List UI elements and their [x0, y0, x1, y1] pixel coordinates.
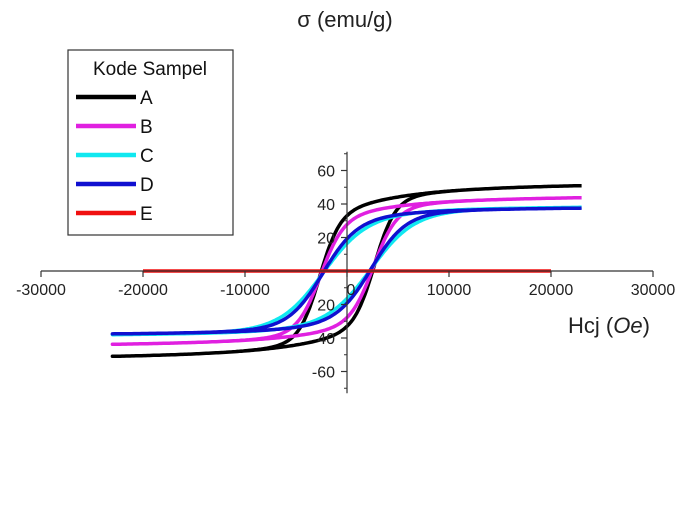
legend-label-B: B: [140, 117, 153, 138]
legend-title: Kode Sampel: [93, 59, 207, 80]
series-A-line: [110, 183, 582, 359]
legend-label-E: E: [140, 204, 153, 225]
series-D-line: [110, 206, 582, 336]
x-tick-label: -10000: [220, 282, 270, 299]
y-tick-label: 40: [317, 331, 335, 348]
legend-label-D: D: [140, 175, 154, 196]
series-B-line: [110, 195, 582, 347]
x-tick-label: 10000: [427, 282, 472, 299]
y-axis-title: σ (emu/g): [297, 7, 393, 32]
y-tick-label: -60: [312, 365, 335, 382]
x-tick-label: 30000: [631, 282, 676, 299]
ticks-layer: -30000 -20000 -10000 0 10000 20000 30000 -60 40 2…: [16, 153, 676, 389]
x-tick-label: 20000: [529, 282, 574, 299]
x-axis-title: Hcj (Oe): [568, 313, 650, 338]
x-tick-label: -30000: [16, 282, 66, 299]
y-tick-label: 40: [317, 197, 335, 214]
legend-label-A: A: [140, 88, 153, 109]
x-axis-title-close: ): [643, 313, 650, 338]
y-tick-label: 60: [317, 164, 335, 181]
x-tick-label: 0: [347, 282, 356, 299]
x-axis-title-unit: Oe: [613, 313, 642, 338]
legend-box: [67, 49, 234, 236]
y-tick-label: 20: [317, 231, 335, 248]
legend-label-C: C: [140, 146, 154, 167]
x-axis-title-main: Hcj (: [568, 313, 614, 338]
y-tick-label: 20: [317, 298, 335, 315]
x-tick-label: -20000: [118, 282, 168, 299]
